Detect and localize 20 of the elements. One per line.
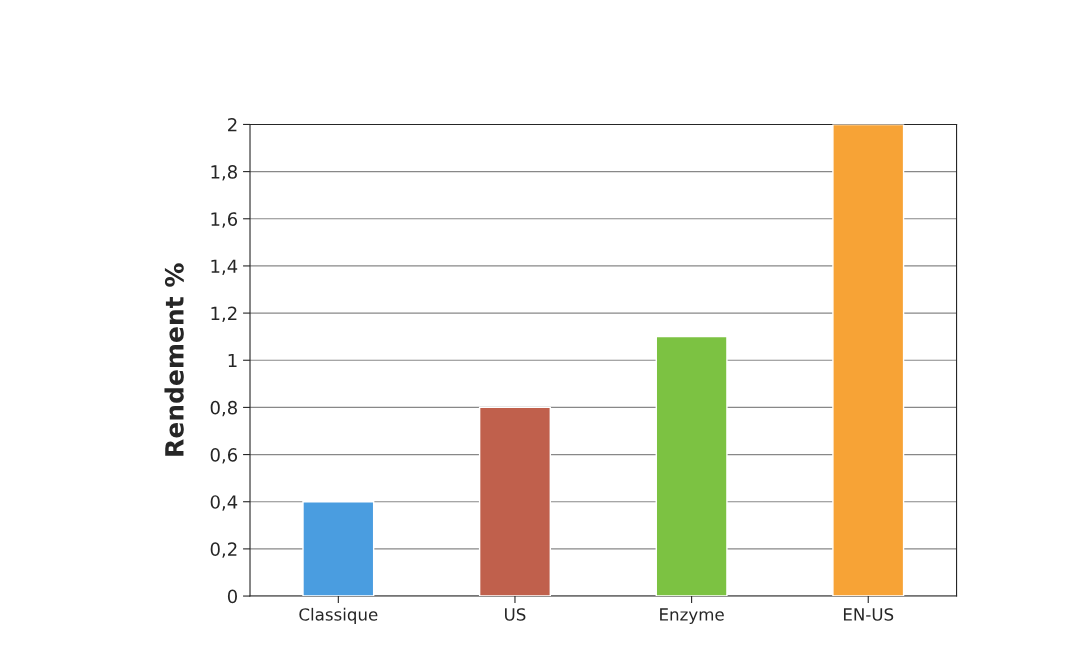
y-tick-label: 0,2 <box>210 542 237 558</box>
x-tick-label: Enzyme <box>660 608 724 624</box>
x-tick-label: EN-US <box>843 608 894 621</box>
y-tick-label: 1,2 <box>211 306 237 323</box>
y-axis-title: Rendement % <box>164 263 184 456</box>
bar <box>655 335 728 597</box>
y-tick-label: 1,8 <box>211 165 237 181</box>
y-tick-label: 2 <box>228 117 237 132</box>
bar <box>478 406 551 597</box>
y-tick-label: 0,6 <box>210 448 238 464</box>
y-tick-label: 0 <box>227 589 238 604</box>
y-tick-label: 1,4 <box>211 259 238 275</box>
y-tick-label: 1 <box>228 353 237 368</box>
x-tick-label: Classique <box>299 607 378 624</box>
y-tick-label: 0,4 <box>210 495 238 511</box>
bar <box>832 124 905 597</box>
y-tick-label: 0,8 <box>210 400 237 417</box>
bar <box>302 501 375 597</box>
x-tick-label: US <box>505 608 526 621</box>
y-tick-label: 1,6 <box>211 212 238 228</box>
